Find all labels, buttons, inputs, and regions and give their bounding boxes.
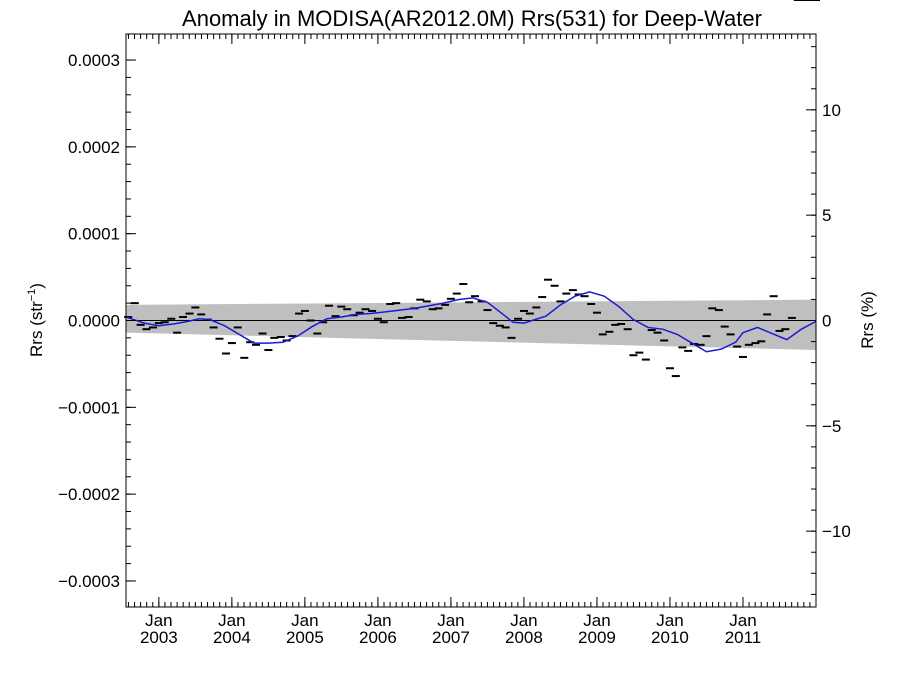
y-axis-label-left-tail: ) [27,283,46,289]
right-tick-label-0: −10 [822,522,851,541]
right-tick-label-3: 5 [822,206,831,225]
plot-area [124,0,820,378]
x-tick-year-3: 2006 [359,628,397,647]
axes: −0.0003 −0.0002 −0.0001 0.0000 0.0001 0.0002 0… [58,33,851,647]
x-tick-year-6: 2009 [578,628,616,647]
x-tick-month-8: Jan [729,611,756,630]
x-tick-month-3: Jan [364,611,391,630]
running-mean-line [125,291,817,353]
left-tick-label-0: −0.0003 [58,572,120,591]
y-axis-label-left-sup: −1 [26,289,38,302]
left-tick-label-4: 0.0001 [68,225,120,244]
left-tick-label-5: 0.0002 [68,138,120,157]
right-tick-label-2: 0 [822,312,831,331]
left-tick-label-1: −0.0002 [58,485,120,504]
x-tick-month-1: Jan [218,611,245,630]
x-tick-month-2: Jan [291,611,318,630]
left-tick-label-6: 0.0003 [68,51,120,70]
x-tick-month-7: Jan [656,611,683,630]
y-axis-label-left-base: Rrs (str [27,301,46,357]
x-tick-year-2: 2005 [286,628,324,647]
x-tick-year-8: 2011 [725,628,762,647]
x-tick-year-0: 2003 [140,628,178,647]
left-tick-label-3: 0.0000 [68,312,120,331]
x-tick-year-4: 2007 [432,628,470,647]
right-tick-label-4: 10 [822,101,841,120]
x-tick-month-0: Jan [145,611,172,630]
uncertainty-band [126,299,816,351]
chart-title: Anomaly in MODISA(AR2012.0M) Rrs(531) fo… [182,6,762,31]
x-tick-month-6: Jan [583,611,610,630]
x-tick-year-1: 2004 [213,628,251,647]
x-tick-year-7: 2010 [651,628,689,647]
right-tick-label-1: −5 [822,417,841,436]
x-tick-month-5: Jan [510,611,537,630]
left-tick-label-2: −0.0001 [58,398,120,417]
y-axis-label-right: Rrs (%) [858,291,877,349]
y-axis-label-left: Rrs (str−1) [26,283,46,357]
x-tick-year-5: 2008 [505,628,543,647]
x-tick-month-4: Jan [437,611,464,630]
